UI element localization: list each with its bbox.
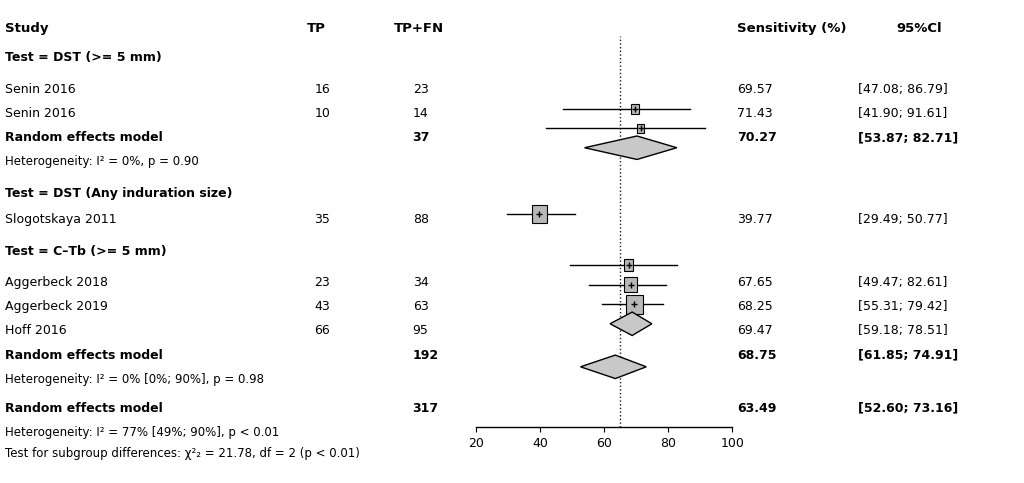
Text: Test = DST (>= 5 mm): Test = DST (>= 5 mm) (5, 52, 162, 64)
Text: 39.77: 39.77 (737, 213, 773, 226)
Text: 10: 10 (314, 107, 331, 120)
Text: TP: TP (307, 22, 326, 35)
Bar (627, 295, 643, 313)
Text: Test = DST (Any induration size): Test = DST (Any induration size) (5, 187, 232, 199)
Bar (631, 104, 639, 114)
Text: Random effects model: Random effects model (5, 402, 163, 414)
Text: 14: 14 (413, 107, 428, 120)
Text: 68.75: 68.75 (737, 349, 777, 361)
Text: 69.57: 69.57 (737, 83, 773, 96)
Text: Senin 2016: Senin 2016 (5, 83, 76, 96)
Bar (625, 277, 637, 292)
Text: Aggerbeck 2019: Aggerbeck 2019 (5, 300, 108, 313)
Text: 69.47: 69.47 (737, 325, 773, 337)
Text: Senin 2016: Senin 2016 (5, 107, 76, 120)
Text: Heterogeneity: I² = 0% [0%; 90%], p = 0.98: Heterogeneity: I² = 0% [0%; 90%], p = 0.… (5, 373, 264, 385)
Text: 95: 95 (413, 325, 429, 337)
Text: 95%Cl: 95%Cl (896, 22, 942, 35)
Text: Study: Study (5, 22, 48, 35)
Polygon shape (610, 312, 652, 336)
Text: 63.49: 63.49 (737, 402, 776, 414)
Text: TP+FN: TP+FN (394, 22, 444, 35)
Text: 43: 43 (314, 300, 330, 313)
Text: Random effects model: Random effects model (5, 349, 163, 361)
Polygon shape (585, 136, 677, 159)
Text: [55.31; 79.42]: [55.31; 79.42] (858, 300, 947, 313)
Bar (638, 124, 644, 132)
Text: 71.43: 71.43 (737, 107, 773, 120)
Text: 35: 35 (314, 213, 331, 226)
Text: 88: 88 (413, 213, 429, 226)
Text: 34: 34 (413, 276, 428, 289)
Text: [59.18; 78.51]: [59.18; 78.51] (858, 325, 948, 337)
Text: Test for subgroup differences: χ²₂ = 21.78, df = 2 (p < 0.01): Test for subgroup differences: χ²₂ = 21.… (5, 447, 360, 459)
Text: [49.47; 82.61]: [49.47; 82.61] (858, 276, 947, 289)
Text: 317: 317 (413, 402, 439, 414)
Text: [41.90; 91.61]: [41.90; 91.61] (858, 107, 947, 120)
Text: 37: 37 (413, 131, 430, 144)
Text: 63: 63 (413, 300, 428, 313)
Text: Test = C–Tb (>= 5 mm): Test = C–Tb (>= 5 mm) (5, 245, 167, 257)
Text: Sensitivity (%): Sensitivity (%) (737, 22, 847, 35)
Text: Hoff 2016: Hoff 2016 (5, 325, 67, 337)
Bar (531, 205, 547, 223)
Text: [29.49; 50.77]: [29.49; 50.77] (858, 213, 948, 226)
Text: 66: 66 (314, 325, 330, 337)
Text: Heterogeneity: I² = 77% [49%; 90%], p < 0.01: Heterogeneity: I² = 77% [49%; 90%], p < … (5, 426, 280, 439)
Text: [61.85; 74.91]: [61.85; 74.91] (858, 349, 958, 361)
Text: [47.08; 86.79]: [47.08; 86.79] (858, 83, 948, 96)
Text: 23: 23 (413, 83, 428, 96)
Polygon shape (581, 355, 646, 379)
Text: 16: 16 (314, 83, 330, 96)
Text: 192: 192 (413, 349, 439, 361)
Text: Heterogeneity: I² = 0%, p = 0.90: Heterogeneity: I² = 0%, p = 0.90 (5, 156, 199, 168)
Text: [53.87; 82.71]: [53.87; 82.71] (858, 131, 958, 144)
Text: 70.27: 70.27 (737, 131, 777, 144)
Text: Aggerbeck 2018: Aggerbeck 2018 (5, 276, 109, 289)
Text: Slogotskaya 2011: Slogotskaya 2011 (5, 213, 117, 226)
Text: 67.65: 67.65 (737, 276, 773, 289)
Text: 23: 23 (314, 276, 330, 289)
Text: Random effects model: Random effects model (5, 131, 163, 144)
Bar (625, 259, 633, 270)
Text: [52.60; 73.16]: [52.60; 73.16] (858, 402, 958, 414)
Text: 68.25: 68.25 (737, 300, 773, 313)
